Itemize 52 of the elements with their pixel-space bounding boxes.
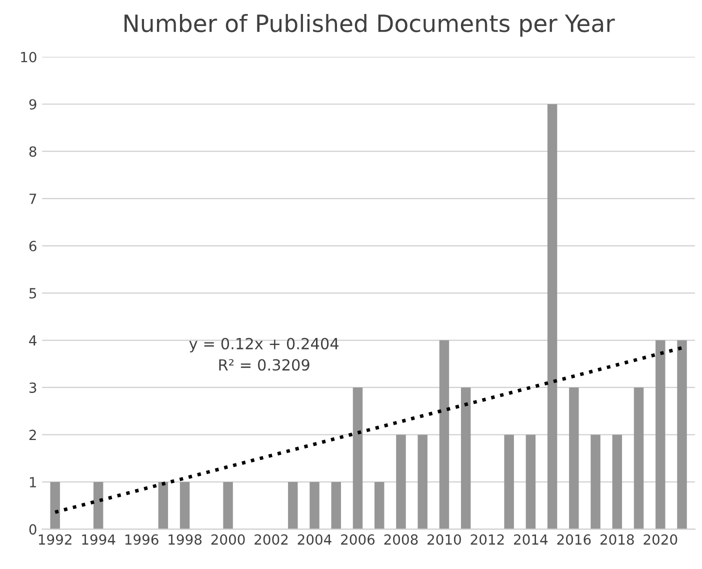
x-tick-label: 2010 [428,534,461,545]
y-tick-label: 10 [21,52,36,62]
bar [223,482,233,530]
x-tick-label: 2020 [644,534,678,545]
x-tick-label: 2018 [600,534,634,545]
bar [547,104,558,530]
y-tick-label: 7 [30,194,36,204]
bar [352,387,363,530]
x-tick-label: 1996 [125,534,158,545]
bar [374,482,384,530]
bar [331,482,341,530]
bar [504,434,514,530]
chart-title: Number of Published Documents per Year [124,14,615,37]
y-tick-label: 0 [29,524,36,535]
bar [50,482,60,530]
y-tick-label: 8 [29,146,36,157]
bar [677,340,687,530]
x-tick-label: 2002 [254,534,288,545]
x-tick-label: 2000 [211,534,245,545]
bar [656,340,666,530]
bar [460,387,471,530]
y-tick-label: 2 [29,430,36,440]
y-tick-label: 4 [29,335,36,346]
bar [590,434,600,530]
y-tick-label: 3 [29,382,36,393]
x-tick-label: 2014 [514,534,548,545]
bar [439,340,450,530]
x-tick-label: 2008 [384,534,418,545]
bar [526,434,536,530]
x-tick-label: 2004 [298,534,332,545]
bar [634,387,644,530]
x-tick-label: 2012 [470,534,504,545]
x-tick-label: 1994 [82,534,116,545]
bar [180,482,190,530]
x-tick-label: 1998 [168,534,202,545]
bar [569,387,579,530]
y-tick-label: 9 [29,99,36,110]
x-tick-label: 1992 [38,534,72,545]
x-tick-label: 2016 [557,534,591,545]
y-tick-label: 5 [29,288,36,299]
bar [310,482,320,530]
bar [396,434,406,530]
annotation: y = 0.12x + 0.2404 [189,338,339,352]
annotation: R² = 0.3209 [219,359,310,371]
y-tick-label: 1 [30,477,36,488]
bar [288,482,298,530]
bar [158,482,168,530]
x-tick-label: 2006 [341,534,375,545]
bar [418,434,428,530]
bar [93,482,104,530]
y-tick-label: 6 [29,240,36,252]
bar [612,434,622,530]
